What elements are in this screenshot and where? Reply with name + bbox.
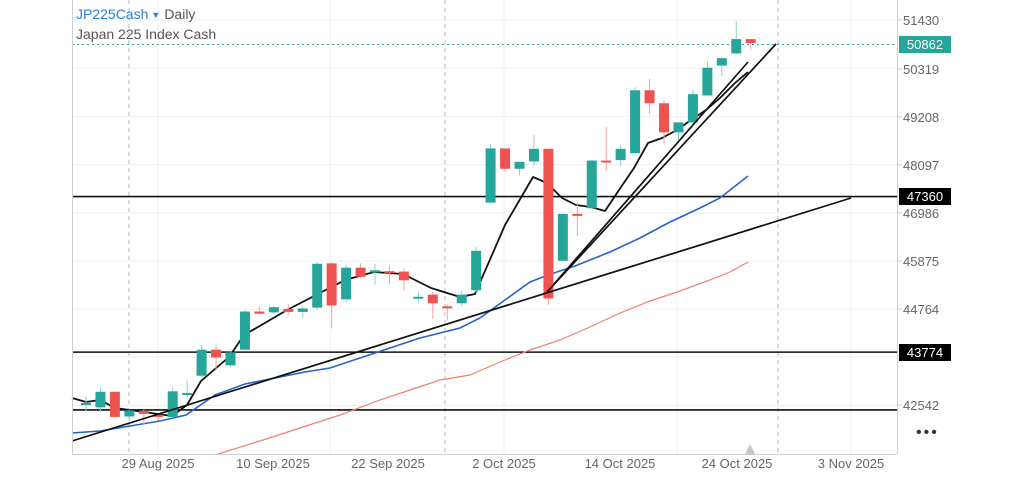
timeframe[interactable]: Daily (164, 6, 196, 22)
candle (211, 344, 222, 371)
candle (138, 409, 149, 425)
candle (572, 202, 583, 237)
current-price-badge: 50862 (899, 36, 951, 53)
event-marker-icon[interactable] (745, 444, 755, 454)
price-tick-label: 42542 (903, 398, 939, 413)
time-tick-label: 24 Oct 2025 (702, 456, 773, 471)
symbol-row[interactable]: JP225Cash ▼ Daily (76, 5, 216, 25)
level-label: 47360 (907, 189, 943, 204)
price-tick-label: 50319 (903, 62, 939, 77)
time-tick-label: 2 Oct 2025 (472, 456, 536, 471)
time-tick-label: 10 Sep 2025 (236, 456, 310, 471)
candle (456, 290, 467, 307)
trendlines[interactable] (71, 43, 852, 442)
candle (630, 87, 641, 154)
candle (586, 160, 597, 209)
candle (283, 304, 294, 315)
candle (312, 262, 323, 310)
candle (413, 291, 424, 304)
price-axis[interactable]: 51430 50319 49208 48097 46986 45875 44764 42542 (897, 13, 939, 413)
candle (543, 148, 554, 305)
candle (167, 387, 178, 419)
trendline[interactable] (553, 61, 749, 285)
candle (225, 349, 236, 368)
candle (326, 262, 337, 329)
candle (341, 265, 352, 303)
time-axis[interactable]: 29 Aug 2025 10 Sep 2025 22 Sep 2025 2 Oct 2… (121, 456, 884, 471)
candle (81, 396, 91, 413)
time-tick-label: 29 Aug 2025 (121, 456, 194, 471)
candle (716, 56, 727, 77)
grid-lines (72, 0, 897, 454)
ma-slow-line (217, 261, 749, 455)
candle (109, 391, 120, 418)
candle (355, 263, 366, 279)
candle (427, 291, 438, 319)
candles (81, 21, 756, 425)
candle (442, 304, 453, 321)
price-tick-label: 45875 (903, 254, 939, 269)
candle (500, 148, 511, 172)
price-tick-label: 51430 (903, 13, 939, 28)
candle (182, 380, 193, 399)
trendline[interactable] (546, 43, 777, 293)
period-separators (128, 0, 779, 454)
price-tick-label: 46986 (903, 206, 939, 221)
candle (196, 344, 207, 378)
candle (268, 306, 279, 315)
more-options-button[interactable]: ••• (916, 424, 939, 441)
trendline[interactable] (71, 197, 852, 442)
candle (615, 144, 626, 167)
candle (557, 213, 568, 261)
time-tick-label: 3 Nov 2025 (818, 456, 885, 471)
caret-down-icon[interactable]: ▼ (151, 10, 161, 20)
candle (297, 306, 308, 318)
candle (702, 61, 713, 96)
candle (659, 100, 669, 145)
horizontal-levels[interactable] (72, 195, 897, 411)
level-badge-43774: 43774 (899, 344, 951, 361)
candle (254, 306, 265, 315)
time-tick-label: 14 Oct 2025 (585, 456, 656, 471)
candle (601, 127, 612, 171)
candle (687, 89, 698, 125)
ma-fast-line (71, 71, 749, 417)
instrument-name: Japan 225 Index Cash (76, 26, 217, 42)
candle (471, 246, 482, 293)
ma-mid-line (71, 175, 749, 434)
symbol-name[interactable]: JP225Cash (76, 6, 149, 22)
candle (384, 265, 395, 285)
time-tick-label: 22 Sep 2025 (351, 456, 425, 471)
candle (124, 409, 135, 422)
price-tick-label: 44764 (903, 302, 939, 317)
candle (485, 144, 496, 203)
current-price-label: 50862 (907, 37, 943, 52)
price-tick-label: 48097 (903, 158, 939, 173)
candle (644, 78, 655, 114)
candle (398, 268, 409, 291)
candle (745, 39, 756, 50)
chart-header: JP225Cash ▼ Daily Japan 225 Index Cash (76, 5, 216, 43)
candle (95, 386, 106, 412)
candle (528, 134, 539, 167)
level-badge-47360: 47360 (899, 188, 951, 205)
candle (673, 122, 684, 144)
level-label: 43774 (907, 345, 943, 360)
candle (731, 21, 742, 55)
price-tick-label: 49208 (903, 110, 939, 125)
candle (370, 263, 380, 285)
candle (239, 310, 250, 350)
candle (514, 161, 525, 176)
